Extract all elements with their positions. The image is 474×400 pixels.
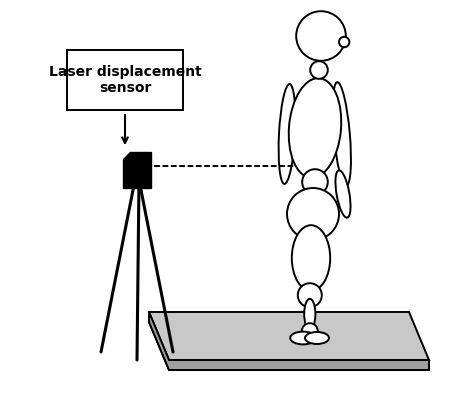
- Ellipse shape: [304, 299, 315, 329]
- Circle shape: [287, 188, 339, 240]
- Ellipse shape: [279, 84, 295, 184]
- Circle shape: [296, 11, 346, 61]
- Circle shape: [339, 37, 349, 47]
- FancyBboxPatch shape: [67, 50, 183, 110]
- Circle shape: [298, 283, 322, 307]
- Ellipse shape: [333, 82, 351, 186]
- Ellipse shape: [305, 332, 329, 344]
- Ellipse shape: [289, 78, 341, 178]
- Ellipse shape: [292, 225, 330, 291]
- Polygon shape: [123, 152, 151, 188]
- Ellipse shape: [336, 170, 351, 218]
- Circle shape: [302, 323, 318, 339]
- Ellipse shape: [290, 332, 316, 344]
- Circle shape: [310, 61, 328, 79]
- Text: Laser displacement
sensor: Laser displacement sensor: [49, 65, 201, 95]
- Polygon shape: [149, 312, 429, 360]
- Circle shape: [302, 169, 328, 195]
- Polygon shape: [149, 312, 429, 370]
